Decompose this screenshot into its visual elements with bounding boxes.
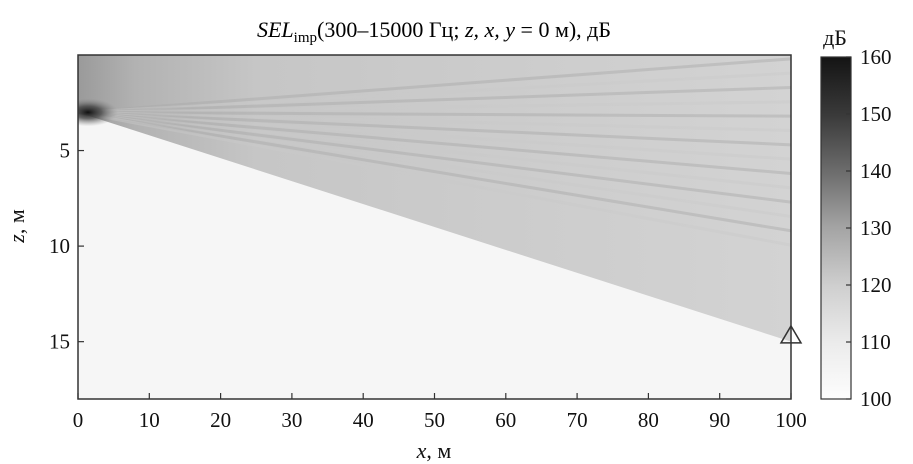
title-subscript: imp [294, 30, 317, 46]
x-tick-label: 80 [638, 408, 659, 432]
x-tick-label: 10 [139, 408, 160, 432]
x-tick-label: 100 [775, 408, 807, 432]
interference-band [78, 110, 791, 161]
interference-band [78, 110, 791, 147]
interference-band [78, 110, 791, 204]
colorbar-tick-label: 100 [860, 387, 892, 411]
interference-bands [78, 57, 791, 247]
interference-band [78, 110, 791, 218]
x-axis-label: x, м [416, 438, 452, 463]
interference-band [78, 85, 791, 114]
y-tick-label: 10 [49, 234, 70, 258]
y-axis-label: z, м [4, 209, 29, 244]
interference-band [78, 100, 791, 114]
y-tick-label: 5 [60, 139, 71, 163]
interference-band [78, 110, 791, 247]
colorbar-ticks: 160 150 140 130 120 110 100 [846, 45, 892, 411]
title-main: SEL [257, 17, 294, 42]
colorbar-tick-label: 110 [860, 330, 891, 354]
y-tick-label: 15 [49, 330, 70, 354]
colorbar-tick-label: 120 [860, 273, 892, 297]
title-vars: z, x, y [464, 17, 515, 42]
colorbar-tick-label: 150 [860, 102, 892, 126]
title-rest: (300–15000 Гц; [317, 17, 465, 42]
title-tail: = 0 м), дБ [515, 17, 611, 42]
x-tick-label: 50 [424, 408, 445, 432]
interference-band [78, 110, 791, 233]
receiver-triangle-marker [779, 324, 803, 344]
x-tick-label: 30 [281, 408, 302, 432]
colorbar-tick-label: 130 [860, 216, 892, 240]
x-tick-label: 0 [73, 408, 84, 432]
x-tick-label: 40 [353, 408, 374, 432]
chart-title: SELimp(300–15000 Гц; z, x, y = 0 м), дБ [257, 17, 611, 46]
insonified-wedge [78, 55, 791, 342]
colorbar-tick-label: 160 [860, 45, 892, 69]
x-tick-label: 70 [567, 408, 588, 432]
interference-band [78, 71, 791, 114]
interference-band [78, 57, 791, 114]
x-tick-label: 60 [495, 408, 516, 432]
interference-band [78, 110, 791, 118]
colorbar-tick-label: 140 [860, 159, 892, 183]
x-tick-label: 20 [210, 408, 231, 432]
interference-band [78, 110, 791, 132]
interference-band [78, 110, 791, 175]
x-axis-ticks: 0 10 20 30 40 50 60 70 80 90 100 [73, 393, 807, 432]
y-axis-ticks: 5 10 15 [49, 139, 84, 354]
colorbar-label: дБ [823, 25, 847, 50]
x-tick-label: 90 [709, 408, 730, 432]
source-hotspot [78, 98, 118, 127]
heatmap-field [78, 55, 791, 399]
interference-band [78, 110, 791, 190]
